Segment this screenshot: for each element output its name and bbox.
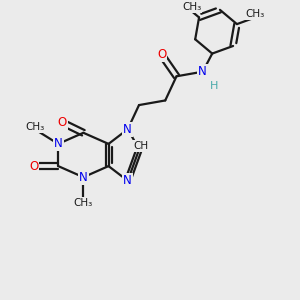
Text: N: N bbox=[198, 65, 207, 78]
Text: CH₃: CH₃ bbox=[182, 2, 202, 13]
Text: CH₃: CH₃ bbox=[74, 198, 93, 208]
Text: N: N bbox=[123, 123, 132, 136]
Text: CH₃: CH₃ bbox=[26, 122, 45, 132]
Text: O: O bbox=[57, 116, 67, 129]
Text: O: O bbox=[29, 160, 38, 172]
Text: CH₃: CH₃ bbox=[245, 10, 265, 20]
Text: N: N bbox=[54, 137, 63, 150]
Text: O: O bbox=[157, 49, 166, 62]
Text: CH: CH bbox=[133, 141, 148, 151]
Text: H: H bbox=[210, 81, 218, 91]
Text: N: N bbox=[123, 174, 132, 187]
Text: N: N bbox=[79, 171, 88, 184]
